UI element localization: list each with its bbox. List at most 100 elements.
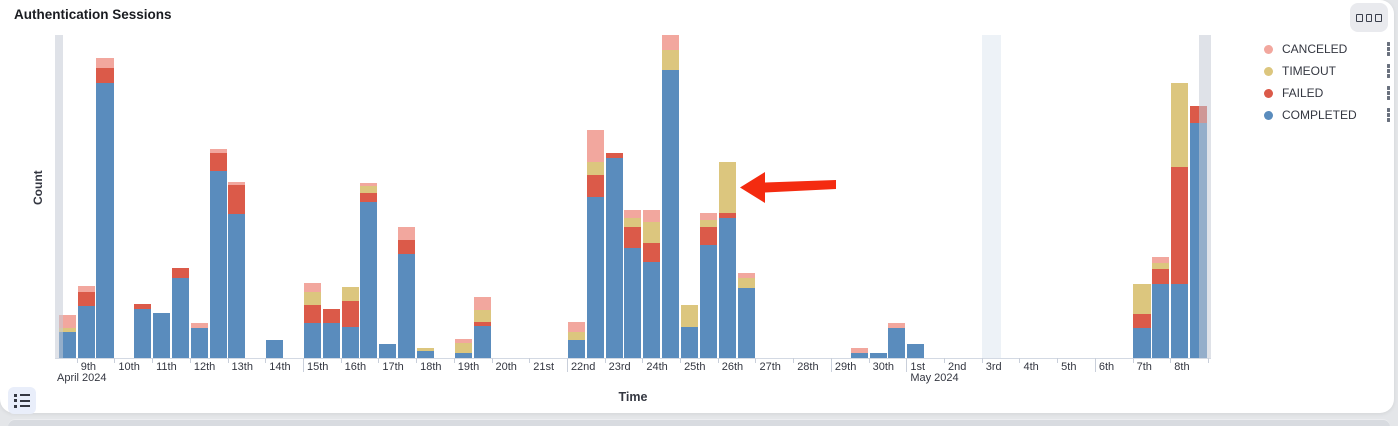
- bar-segment-timeout[interactable]: [680, 305, 699, 327]
- bar-segment-timeout[interactable]: [737, 278, 755, 288]
- bar-segment-timeout[interactable]: [624, 218, 642, 227]
- bar-segment-failed[interactable]: [341, 301, 359, 327]
- bar-segment-timeout[interactable]: [473, 310, 491, 322]
- bar-segment-completed[interactable]: [341, 327, 359, 358]
- bar-segment-canceled[interactable]: [228, 182, 246, 185]
- bar-segment-failed[interactable]: [96, 68, 114, 83]
- bar-segment-completed[interactable]: [77, 306, 95, 358]
- bar-segment-failed[interactable]: [643, 243, 661, 262]
- bar-segment-canceled[interactable]: [454, 339, 472, 343]
- bar-segment-canceled[interactable]: [398, 227, 416, 240]
- bar-segment-completed[interactable]: [850, 353, 868, 358]
- bar-segment-completed[interactable]: [567, 340, 585, 358]
- bar-segment-failed[interactable]: [718, 213, 736, 218]
- bar-segment-canceled[interactable]: [1152, 257, 1170, 263]
- bar-segment-canceled[interactable]: [643, 210, 661, 222]
- bar-segment-completed[interactable]: [869, 353, 887, 358]
- bar-segment-completed[interactable]: [417, 351, 435, 358]
- legend-toggle-button[interactable]: [8, 387, 36, 414]
- bar-segment-timeout[interactable]: [1171, 83, 1189, 167]
- bar-segment-completed[interactable]: [58, 332, 76, 358]
- bar-segment-failed[interactable]: [624, 227, 642, 248]
- bar-segment-canceled[interactable]: [624, 210, 642, 218]
- bar-segment-timeout[interactable]: [454, 343, 472, 353]
- bar-segment-failed[interactable]: [1133, 314, 1151, 328]
- bar-segment-completed[interactable]: [888, 328, 906, 358]
- bar-segment-completed[interactable]: [662, 70, 680, 358]
- bar-segment-completed[interactable]: [907, 344, 925, 358]
- bar-segment-timeout[interactable]: [662, 50, 680, 70]
- bar-segment-completed[interactable]: [379, 344, 397, 358]
- bar-segment-failed[interactable]: [209, 153, 227, 171]
- legend-item-timeout[interactable]: TIMEOUT: [1264, 60, 1394, 82]
- bar-segment-failed[interactable]: [1152, 269, 1170, 284]
- bar-segment-canceled[interactable]: [586, 130, 604, 162]
- bar-segment-failed[interactable]: [228, 185, 246, 214]
- bar-segment-timeout[interactable]: [699, 220, 717, 227]
- bar-segment-failed[interactable]: [171, 268, 189, 278]
- bar-segment-canceled[interactable]: [96, 58, 114, 68]
- panel-options-button[interactable]: [1350, 3, 1388, 32]
- bar-segment-completed[interactable]: [322, 323, 340, 358]
- bar-segment-completed[interactable]: [1171, 284, 1189, 358]
- bar-segment-failed[interactable]: [322, 309, 340, 323]
- bar-segment-canceled[interactable]: [850, 348, 868, 353]
- bar-segment-canceled[interactable]: [58, 315, 76, 328]
- bar-segment-completed[interactable]: [699, 245, 717, 358]
- bar-segment-canceled[interactable]: [888, 323, 906, 328]
- bar-segment-timeout[interactable]: [58, 328, 76, 332]
- bar-segment-completed[interactable]: [1133, 328, 1151, 358]
- bar-segment-completed[interactable]: [1152, 284, 1170, 358]
- bar-segment-timeout[interactable]: [360, 186, 378, 193]
- bar-segment-canceled[interactable]: [360, 183, 378, 186]
- bar-segment-failed[interactable]: [605, 153, 623, 158]
- legend-actions-icon[interactable]: [1385, 62, 1393, 80]
- legend-item-completed[interactable]: COMPLETED: [1264, 104, 1394, 126]
- bar-segment-failed[interactable]: [303, 305, 321, 323]
- bar-segment-completed[interactable]: [190, 328, 208, 358]
- bar-segment-completed[interactable]: [266, 340, 284, 358]
- legend-actions-icon[interactable]: [1385, 40, 1393, 58]
- bar-segment-timeout[interactable]: [1133, 284, 1151, 314]
- bar-segment-completed[interactable]: [228, 214, 246, 358]
- bar-segment-completed[interactable]: [643, 262, 661, 358]
- bar-segment-completed[interactable]: [96, 83, 114, 358]
- bar-segment-timeout[interactable]: [303, 292, 321, 305]
- legend-actions-icon[interactable]: [1385, 106, 1393, 124]
- bar-segment-canceled[interactable]: [303, 283, 321, 292]
- bar-segment-failed[interactable]: [360, 193, 378, 202]
- bar-segment-completed[interactable]: [134, 309, 152, 358]
- bar-segment-completed[interactable]: [454, 353, 472, 358]
- bar-segment-completed[interactable]: [680, 327, 699, 358]
- bar-segment-failed[interactable]: [586, 175, 604, 197]
- bar-segment-canceled[interactable]: [699, 213, 717, 220]
- bar-segment-failed[interactable]: [699, 227, 717, 245]
- bar-segment-completed[interactable]: [473, 326, 491, 358]
- bar-segment-completed[interactable]: [718, 218, 736, 358]
- bar-segment-timeout[interactable]: [1152, 263, 1170, 269]
- bar-segment-failed[interactable]: [398, 240, 416, 254]
- bar-segment-completed[interactable]: [737, 288, 755, 358]
- bar-segment-completed[interactable]: [624, 248, 642, 358]
- bar-segment-completed[interactable]: [605, 158, 623, 358]
- legend-item-failed[interactable]: FAILED: [1264, 82, 1394, 104]
- bar-segment-timeout[interactable]: [718, 162, 736, 213]
- bar-segment-timeout[interactable]: [586, 162, 604, 175]
- bar-segment-completed[interactable]: [209, 171, 227, 358]
- legend-item-canceled[interactable]: CANCELED: [1264, 38, 1394, 60]
- bar-segment-canceled[interactable]: [737, 273, 755, 278]
- bar-segment-failed[interactable]: [77, 292, 95, 306]
- bar-segment-canceled[interactable]: [209, 149, 227, 153]
- bar-segment-canceled[interactable]: [662, 35, 680, 50]
- bar-segment-canceled[interactable]: [190, 323, 208, 328]
- bar-segment-timeout[interactable]: [643, 222, 661, 243]
- legend-actions-icon[interactable]: [1385, 84, 1393, 102]
- bar-segment-completed[interactable]: [360, 202, 378, 358]
- bar-segment-completed[interactable]: [153, 313, 171, 358]
- bar-segment-canceled[interactable]: [473, 297, 491, 310]
- bar-segment-timeout[interactable]: [417, 348, 435, 351]
- bar-segment-timeout[interactable]: [567, 332, 585, 340]
- bar-segment-completed[interactable]: [171, 278, 189, 358]
- bar-segment-completed[interactable]: [303, 323, 321, 358]
- bar-segment-completed[interactable]: [398, 254, 416, 358]
